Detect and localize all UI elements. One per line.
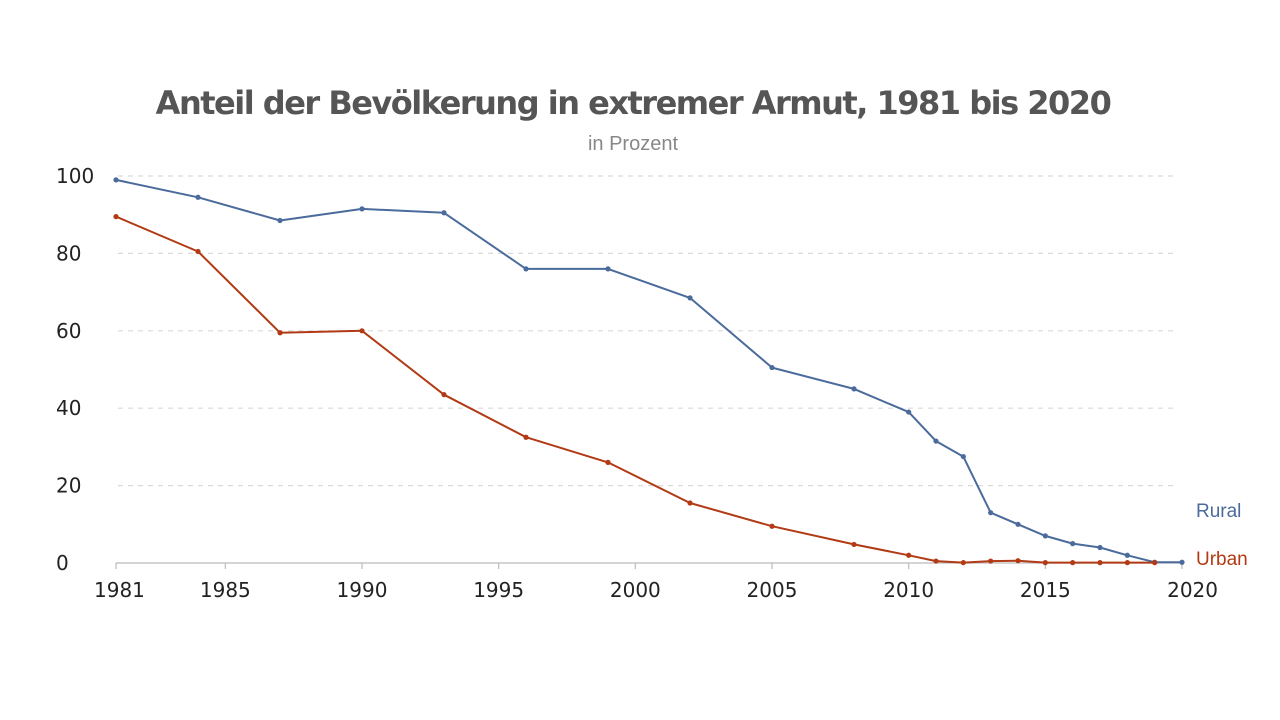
data-point-rural [441, 210, 447, 216]
data-point-urban [988, 558, 994, 564]
data-point-rural [769, 364, 775, 371]
data-point-rural [988, 510, 994, 516]
data-point-rural [851, 386, 857, 392]
x-tick-label: 2000 [610, 578, 661, 602]
gridlines [118, 175, 1178, 487]
data-point-urban [195, 248, 201, 255]
data-point-urban [277, 330, 283, 336]
data-point-rural [906, 409, 912, 415]
data-point-rural [687, 295, 693, 301]
data-point-urban [851, 541, 857, 548]
data-point-rural [195, 194, 201, 200]
data-point-urban [933, 558, 939, 564]
data-point-urban [1097, 560, 1103, 566]
y-axis: 0 20 40 60 80 100 [56, 164, 94, 575]
data-point-rural [605, 266, 611, 272]
data-point-rural [1179, 559, 1185, 565]
data-point-urban [769, 523, 775, 529]
data-point-urban [359, 328, 365, 334]
x-tick-labels: 1981 1985 1990 1995 2000 2005 2010 2015 2020 [94, 578, 1218, 602]
data-point-rural [1015, 521, 1021, 527]
data-point-urban [687, 500, 693, 506]
x-tick-label: 1981 [94, 578, 145, 602]
series-labels: Rural Urban [1196, 501, 1248, 570]
y-tick-label: 20 [56, 474, 81, 498]
data-point-rural [359, 206, 365, 212]
data-point-urban [1015, 558, 1021, 564]
data-point-urban [1152, 560, 1158, 566]
x-tick-label: 2010 [883, 578, 934, 602]
y-tick-label: 60 [56, 319, 81, 343]
chart-subtitle: in Prozent [587, 133, 679, 155]
data-point-urban [113, 214, 119, 220]
data-point-urban [1042, 560, 1048, 566]
x-tick-label: 2005 [747, 578, 798, 602]
series-line-rural [115, 178, 1182, 564]
series-label-rural: Rural [1196, 501, 1241, 522]
y-tick-label: 40 [56, 396, 81, 420]
data-point-urban [906, 552, 912, 558]
series-group [113, 177, 1185, 566]
data-point-rural [523, 266, 529, 272]
data-point-rural [1124, 552, 1130, 558]
x-tick-label: 1990 [337, 578, 388, 602]
data-point-rural [113, 177, 119, 183]
series-line-urban [115, 215, 1155, 564]
data-point-rural [933, 438, 939, 444]
series-label-urban: Urban [1196, 549, 1248, 570]
data-point-rural [1042, 533, 1048, 539]
data-point-urban [1124, 560, 1130, 566]
data-point-rural [1070, 541, 1076, 547]
data-point-urban [441, 392, 447, 398]
data-point-urban [523, 434, 529, 440]
x-tick-label: 1995 [473, 578, 524, 602]
data-point-rural [1097, 544, 1103, 551]
data-point-urban [960, 560, 966, 566]
data-point-rural [960, 453, 966, 460]
y-tick-label: 80 [56, 241, 81, 265]
chart-title: Anteil der Bevölkerung in extremer Armut… [155, 84, 1112, 122]
x-tick-label: 2020 [1167, 578, 1218, 602]
y-tick-label: 0 [56, 551, 69, 575]
data-point-urban [1070, 560, 1076, 566]
x-tick-label: 1985 [200, 578, 251, 602]
x-tick-label: 2015 [1020, 578, 1071, 602]
x-axis [115, 562, 1183, 569]
data-point-rural [277, 217, 283, 224]
y-tick-label: 100 [56, 164, 94, 188]
data-point-urban [605, 459, 611, 465]
